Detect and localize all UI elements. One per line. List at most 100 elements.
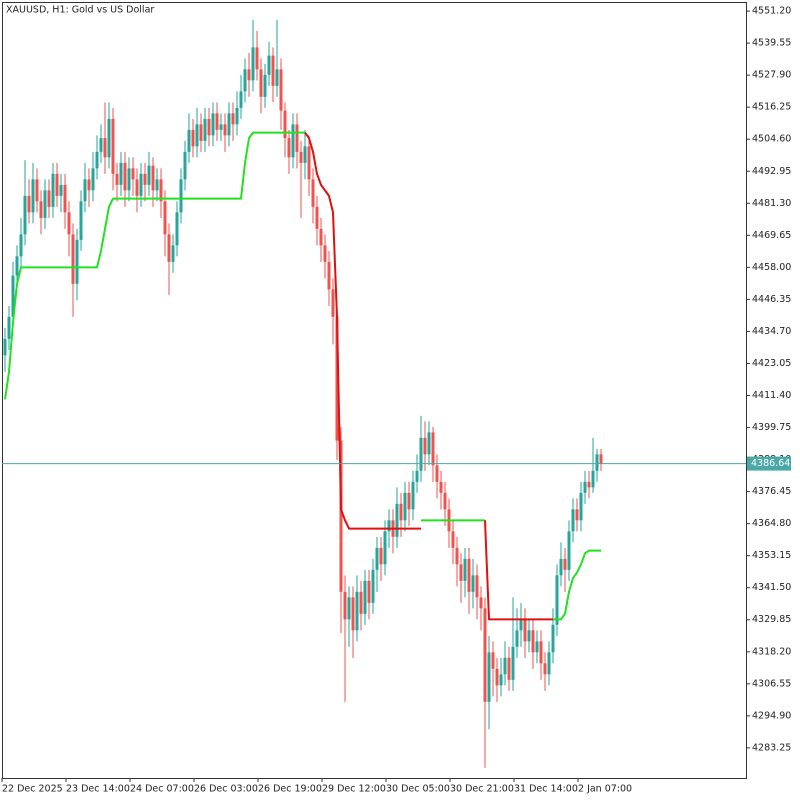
candle-body [487,652,491,702]
candle-body [259,69,263,97]
candle-body [475,575,479,598]
candle-body [555,575,559,625]
candle-body [71,234,75,284]
y-tick-label: 4423.05 [752,358,791,369]
candle-body [279,69,283,111]
candle-body [199,124,203,141]
candle-body [191,129,195,147]
y-tick-label: 4341.50 [752,582,791,593]
candle-body [347,597,351,620]
candle-body [287,138,291,158]
candle-body [227,113,231,136]
candle-body [355,591,359,631]
candle-body [147,165,151,185]
y-tick-label: 4469.65 [752,230,791,241]
candle-body [315,206,319,229]
plot [3,19,603,768]
candle-body [295,124,299,152]
candle-body [119,162,123,185]
candle-body [395,503,399,537]
candle-body [451,531,455,548]
x-tick-label: 2 Jan 07:00 [578,784,632,795]
candle-body [331,289,335,317]
y-tick-label: 4294.90 [752,710,791,721]
candle-body [367,580,371,603]
candle-body [435,465,439,482]
candle-body [583,481,587,493]
candle-body [399,503,403,521]
candle-body [427,432,431,455]
candle-body [163,201,167,235]
candle-body [51,173,55,207]
candle-body [495,668,499,686]
candle-body [275,69,279,86]
candle-body [283,110,287,139]
candle-body [267,55,271,75]
candle-body [179,179,183,213]
x-tick-label: 30 Dec 05:00 [386,784,450,795]
candle-body [167,234,171,262]
candle-body [499,674,503,686]
y-tick-label: 4364.80 [752,518,791,529]
indicator-line [4,131,601,621]
y-tick-label: 4551.20 [752,6,791,17]
candle-body [339,440,343,592]
candle-body [363,580,367,614]
current-price-label: 4386.64 [751,458,790,469]
candle-body [591,470,595,488]
candle-body [143,173,147,185]
candle-body [75,239,79,284]
candle-body [271,55,275,86]
x-tick-label: 26 Dec 19:00 [258,784,322,795]
y-tick-label: 4306.55 [752,678,791,689]
candle-body [219,124,223,130]
candle-body [419,437,423,471]
y-tick-label: 4458.00 [752,262,791,273]
candle-body [519,619,523,631]
candle-body [247,69,251,81]
candle-body [523,619,527,642]
candle-body [99,138,103,152]
candle-body [503,657,507,675]
y-tick-label: 4376.45 [752,486,791,497]
candle-body [531,630,535,653]
indicator-line [304,132,553,621]
candle-body [7,316,11,339]
candle-body [263,74,267,97]
candle-body [127,168,131,191]
candle-body [551,624,555,653]
y-tick-label: 4329.85 [752,614,791,625]
candle-body [559,558,563,576]
candle-body [403,492,407,521]
y-tick-label: 4283.25 [752,742,791,753]
y-tick-label: 4481.30 [752,198,791,209]
candle-body [479,597,483,609]
candle-body [527,630,531,642]
y-tick-label: 4504.60 [752,134,791,145]
candle-body [491,652,495,669]
candle-body [595,454,599,471]
candle-body [107,118,111,158]
candle-body [19,234,23,257]
candle-body [239,91,243,108]
candle-body [375,547,379,570]
candle-body [43,190,47,218]
chart-title: XAUUSD, H1: Gold vs US Dollar [6,5,154,16]
candle-body [439,481,443,493]
candle-body [55,173,59,196]
candle-body [423,437,427,455]
candle-body [299,151,303,163]
candle-body [303,146,307,163]
x-tick-label: 26 Dec 03:00 [194,784,258,795]
candle-body [63,184,67,213]
candle-body [67,212,71,235]
candle-body [383,531,387,565]
candle-body [207,118,211,136]
candle-body [599,454,603,464]
plot-frame [2,2,747,779]
candle-body [87,179,91,191]
candle-body [3,338,7,356]
candle-body [155,179,159,191]
